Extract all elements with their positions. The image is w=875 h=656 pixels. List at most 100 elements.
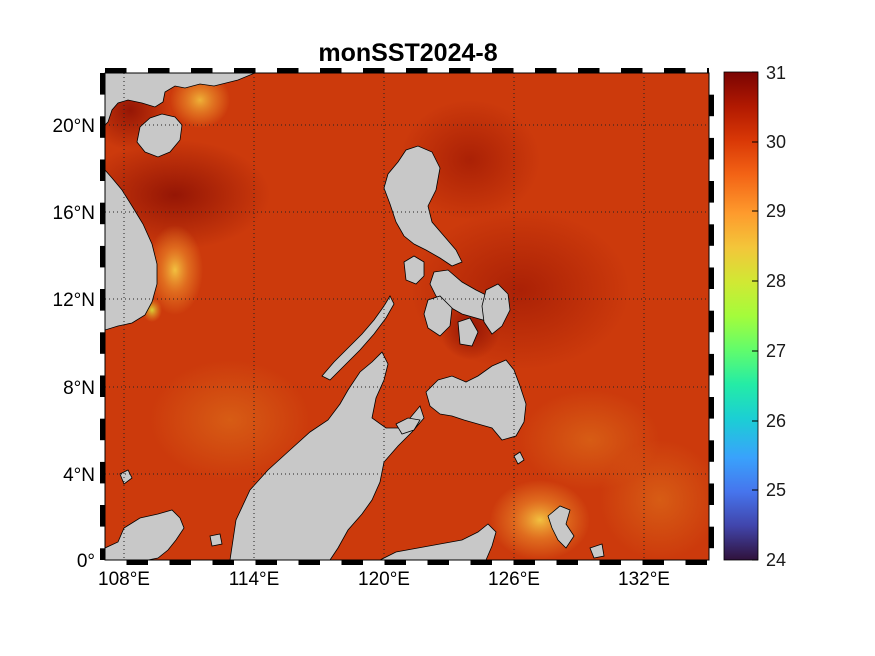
frame-segment <box>709 353 714 376</box>
frame-segment <box>363 560 385 565</box>
panay-negros <box>423 295 453 337</box>
frame-segment <box>100 245 105 268</box>
frame-segment <box>642 68 664 73</box>
frame-segment <box>709 375 714 397</box>
frame-segment <box>384 68 406 73</box>
colorbar-ticks <box>752 71 758 561</box>
frame-segment <box>406 68 428 73</box>
lat-tick-label: 4°N <box>63 465 95 486</box>
sulu-archipelago <box>395 417 421 435</box>
frame-segment <box>406 560 428 565</box>
map-title: monSST2024-8 <box>318 39 497 67</box>
frame-segment <box>621 68 643 73</box>
frame-segment <box>556 560 578 565</box>
frame-segment <box>709 73 714 95</box>
frame-segment <box>492 68 514 73</box>
frame-segment <box>578 560 600 565</box>
frame-segment <box>578 68 600 73</box>
frame-segment <box>709 159 714 181</box>
map-frame <box>100 68 714 565</box>
frame-segment <box>709 505 714 527</box>
lat-tick-label: 16°N <box>53 203 95 224</box>
small-island <box>209 533 223 547</box>
frame-segment <box>621 560 643 565</box>
frame-segment <box>148 68 170 73</box>
frame-segment <box>685 68 707 73</box>
lon-tick-label: 114°E <box>229 569 280 590</box>
frame-segment <box>709 245 714 268</box>
frame-segment <box>100 461 105 484</box>
lat-tick-label: 8°N <box>63 378 95 399</box>
frame-segment <box>298 560 320 565</box>
frame-segment <box>707 560 709 565</box>
frame-segment <box>105 68 127 73</box>
frame-segment <box>709 289 714 311</box>
graticule <box>105 73 709 560</box>
samar-leyte <box>481 283 511 335</box>
frame-segment <box>212 68 234 73</box>
frame-segment <box>100 202 105 225</box>
frame-segment <box>255 560 277 565</box>
lon-tick-labels: 108°E 114°E 120°E 126°E 132°E <box>98 569 670 590</box>
frame-segment <box>100 353 105 376</box>
frame-segment <box>470 560 492 565</box>
morotai-island <box>589 543 605 559</box>
frame-segment <box>642 560 664 565</box>
frame-segment <box>709 202 714 225</box>
colorbar-ramp <box>723 71 759 561</box>
frame-segment <box>255 68 277 73</box>
colorbar-tick-label: 29 <box>766 201 786 221</box>
frame-segment <box>341 560 363 565</box>
lon-tick-label: 126°E <box>488 569 540 590</box>
frame-segment <box>320 560 342 565</box>
frame-segment <box>126 560 148 565</box>
frame-outline <box>104 72 710 561</box>
borneo <box>229 351 425 560</box>
palawan <box>321 295 395 381</box>
warm-pool-gulf-of-tonkin <box>105 140 270 250</box>
indochina <box>105 169 158 331</box>
mindanao <box>425 359 527 441</box>
frame-segment <box>664 68 686 73</box>
frame-segment <box>709 418 714 441</box>
frame-segment <box>100 397 105 419</box>
colorbar-tick-label: 25 <box>766 480 786 500</box>
frame-segment <box>100 159 105 181</box>
frame-segment <box>191 560 213 565</box>
sst-field <box>105 73 709 560</box>
frame-segment <box>100 289 105 311</box>
frame-segment <box>449 68 471 73</box>
frame-segment <box>341 68 363 73</box>
colorbar-tick-label: 27 <box>766 341 786 361</box>
frame-segment <box>513 560 535 565</box>
colorbar-tick-label: 26 <box>766 411 786 431</box>
southern-scs <box>150 360 310 480</box>
frame-segment <box>100 267 105 289</box>
lon-tick-label: 120°E <box>358 569 410 590</box>
lat-tick-label: 12°N <box>53 290 95 311</box>
frame-segment <box>664 560 686 565</box>
frame-segment <box>100 73 105 95</box>
frame-segment <box>363 68 385 73</box>
frame-segment <box>492 560 514 565</box>
frame-segment <box>100 94 105 117</box>
halmahera <box>547 505 575 549</box>
frame-segment <box>277 560 299 565</box>
frame-segment <box>556 68 578 73</box>
frame-segment <box>709 461 714 484</box>
frame-segment <box>277 68 299 73</box>
frame-segment <box>100 548 105 560</box>
mindoro <box>403 255 425 285</box>
frame-segment <box>100 483 105 505</box>
frame-segment <box>709 137 714 160</box>
lon-tick-label: 108°E <box>98 569 150 590</box>
cebu-bohol <box>457 317 479 347</box>
frame-segment <box>427 68 449 73</box>
frame-segment <box>105 560 127 565</box>
colorbar-tick-label: 31 <box>766 63 786 83</box>
colorbar-tick-label: 28 <box>766 271 786 291</box>
frame-segment <box>513 68 535 73</box>
cool-patch-molucca <box>490 480 590 560</box>
upwelling-vietnam <box>147 225 203 315</box>
frame-segment <box>709 310 714 333</box>
